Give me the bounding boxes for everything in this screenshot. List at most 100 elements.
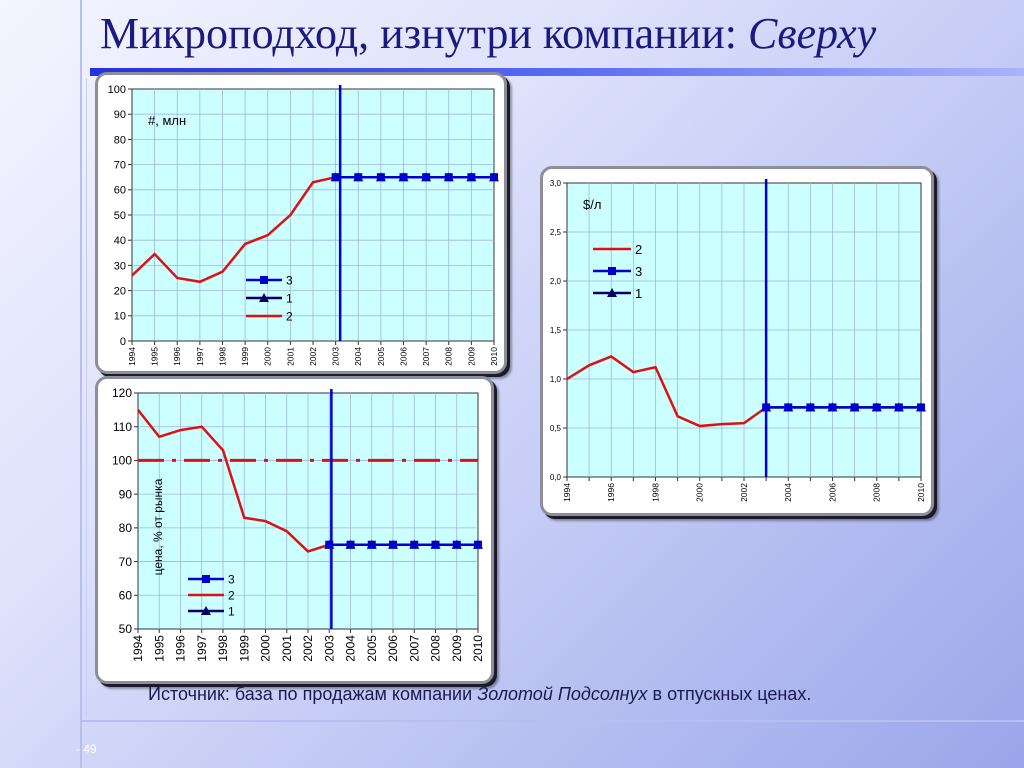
x-tick-label: 1999 [240,347,250,366]
y-tick-label: 3,0 [550,179,562,188]
data-point-series-3 [828,403,837,412]
legend-marker-3 [260,276,268,284]
legend-label-2: 2 [286,310,293,324]
slide-title: Микроподход, изнутри компании: Сверху [100,8,876,59]
source-note: Источник: база по продажам компании Золо… [148,684,811,705]
legend-label-1: 1 [635,286,642,301]
legend-marker-3 [202,575,210,583]
y-tick-label: 20 [114,285,126,297]
data-point-series-3 [444,173,453,182]
data-point-series-3 [389,540,397,549]
x-tick-label: 2001 [285,347,295,366]
data-point-series-3 [399,173,408,182]
x-tick-label: 2009 [466,347,476,366]
legend-label-2: 2 [635,242,642,257]
x-tick-label: 1994 [562,483,572,502]
chart-panel-price-per-liter: 0,0 0,5 1,0 1,5 2,0 2,5 3,0 1994 1996 1998 2000 200… [540,166,934,516]
y-tick-label: 70 [119,555,133,569]
slide-left-rule [80,0,82,768]
y-tick-label: 60 [119,588,133,602]
data-point-series-3 [806,403,815,412]
x-tick-label: 2001 [280,635,294,662]
data-point-series-3 [850,403,859,412]
data-point-series-3 [331,173,340,182]
y-tick-label: 80 [114,134,126,146]
data-point-series-3 [431,540,440,549]
y-tick-label: 0 [120,336,126,348]
x-tick-label: 2003 [322,635,336,662]
y-tick-label: 40 [114,235,126,247]
legend-label-3: 3 [228,573,235,587]
x-tick-label: 2004 [344,635,358,662]
x-tick-label: 1996 [172,347,182,366]
y-tick-label: 100 [112,454,132,468]
source-company: Золотой Подсолнух [477,684,648,704]
data-point-series-3 [917,403,925,412]
legend-label-3: 3 [286,274,293,288]
data-point-series-3 [474,540,482,549]
x-tick-label: 1998 [216,635,230,662]
data-point-series-3 [367,540,376,549]
x-tick-label: 1996 [174,635,188,662]
data-point-series-3 [784,403,793,412]
y-tick-label: 80 [119,521,133,535]
x-tick-label: 2002 [739,483,749,502]
x-tick-label: 1999 [237,635,251,662]
x-tick-label: 2004 [353,347,363,366]
y-tick-label: 90 [114,109,126,121]
x-tick-label: 2002 [301,635,315,662]
x-tick-label: 1995 [150,347,160,366]
series-line-2 [137,409,330,553]
data-point-series-3 [376,173,385,182]
data-point-series-3 [467,173,476,182]
y-tick-label: 2,0 [550,277,562,286]
data-point-series-3 [422,173,431,182]
x-tick-label: 1994 [131,635,145,662]
x-tick-label: 2010 [489,347,499,366]
unit-label: #, млн [148,113,186,128]
legend-label-2: 2 [228,589,235,603]
data-point-series-3 [354,173,363,182]
x-tick-label: 2009 [450,635,464,662]
title-underline-bar [90,68,1024,76]
x-tick-label: 2004 [783,483,793,502]
legend-label-3: 3 [635,264,642,279]
x-tick-label: 2000 [695,483,705,502]
slide-title-main: Микроподход, изнутри компании: [100,9,738,58]
page-number: - 49 [76,742,97,756]
y-tick-label: 60 [114,185,126,197]
source-prefix: Источник: база по продажам компании [148,684,473,704]
x-tick-label: 2008 [429,635,443,662]
y-tick-label: 50 [119,622,133,636]
x-tick-label: 2006 [827,483,837,502]
data-point-series-3 [872,403,881,412]
data-point-series-3 [490,173,498,182]
x-tick-label: 2000 [263,347,273,366]
legend-label-1: 1 [228,605,235,619]
legend-marker-1 [259,293,269,302]
x-tick-label: 2008 [444,347,454,366]
x-tick-label: 1998 [650,483,660,502]
data-point-series-3 [894,403,903,412]
y-tick-label: 2,5 [550,228,562,237]
y-tick-label: 10 [114,311,126,323]
data-point-series-3 [452,540,461,549]
data-point-series-3 [346,540,355,549]
y-tick-label: 0,0 [550,473,562,482]
y-tick-label: 90 [119,487,133,501]
legend-marker-1 [607,288,617,297]
x-tick-label: 2005 [376,347,386,366]
x-tick-label: 2003 [331,347,341,366]
legend-marker-1 [201,606,211,615]
x-tick-label: 2006 [398,347,408,366]
data-point-series-3 [325,540,334,549]
chart-panel-price-index: 50 60 70 80 90 100 110 120 1994 1995 1996 1997 1998 1… [95,376,494,684]
unit-label: $/л [583,197,601,212]
x-tick-label: 2010 [916,483,926,502]
series-line-2 [566,355,767,428]
x-tick-label: 1997 [195,635,209,662]
x-tick-label: 2007 [421,347,431,366]
y-tick-label: 0,5 [550,424,562,433]
x-tick-label: 2007 [407,635,421,662]
slide-bottom-rule [80,720,1024,722]
